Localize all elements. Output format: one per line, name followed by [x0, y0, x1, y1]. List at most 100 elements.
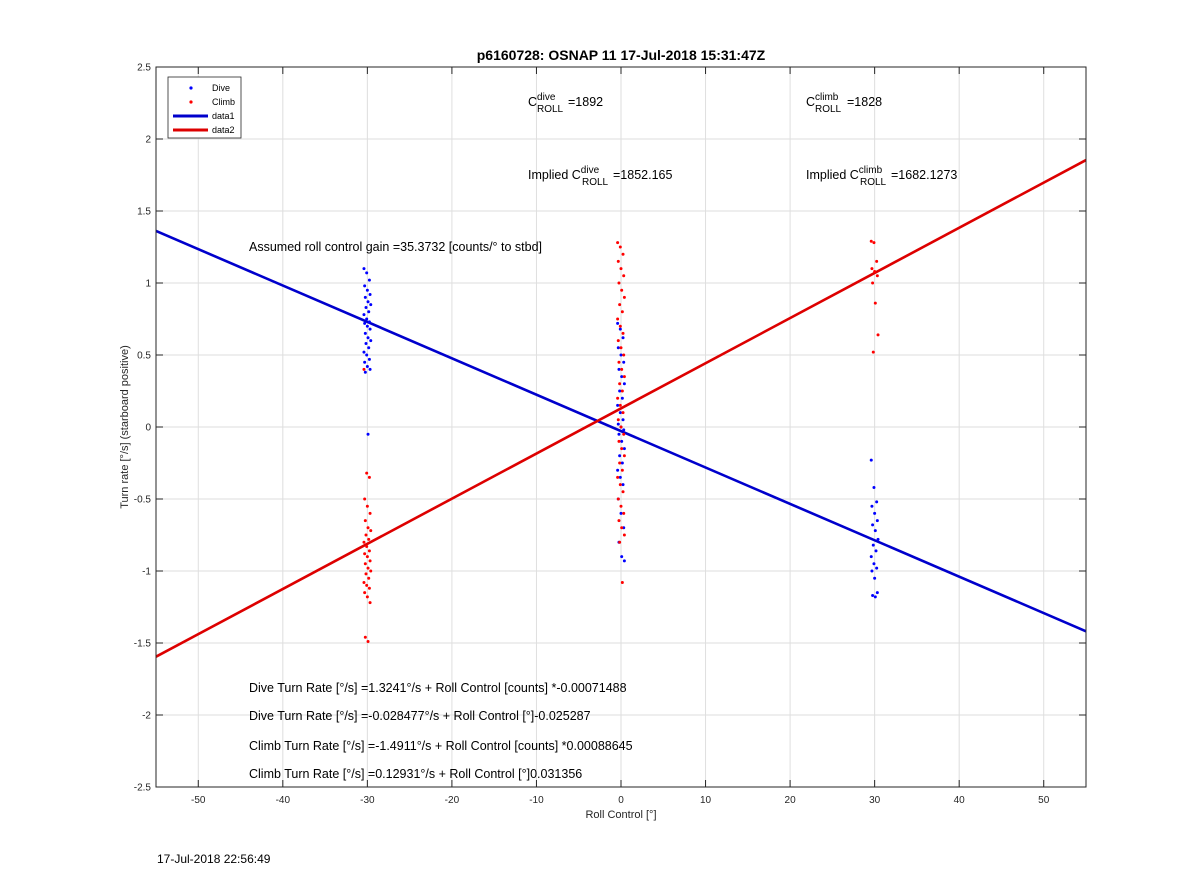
- point-climb: [616, 339, 620, 343]
- y-tick-label: -0.5: [134, 495, 152, 506]
- point-climb: [367, 576, 371, 580]
- data-layer: [155, 158, 1087, 658]
- point-dive: [618, 389, 622, 393]
- point-dive: [622, 360, 626, 364]
- point-climb: [618, 483, 622, 487]
- point-dive: [364, 341, 368, 345]
- point-dive: [870, 504, 874, 508]
- point-dive: [620, 461, 624, 465]
- point-climb: [616, 259, 620, 263]
- legend: Dive Climb data1 data2: [167, 76, 242, 139]
- point-dive: [619, 353, 623, 357]
- point-dive: [365, 353, 369, 357]
- point-climb: [617, 281, 621, 285]
- point-dive: [871, 543, 875, 547]
- point-dive: [366, 432, 370, 436]
- point-climb: [616, 475, 620, 479]
- point-dive: [365, 271, 369, 275]
- annotation-implied-climb: Implied Cclimb ROLL =1682.1273: [806, 165, 957, 188]
- point-climb: [876, 333, 880, 337]
- point-dive: [363, 360, 367, 364]
- x-tick-label: -30: [360, 795, 375, 806]
- x-tick-label: 50: [1038, 795, 1050, 806]
- point-climb: [622, 511, 626, 515]
- point-dive: [873, 595, 877, 599]
- point-dive: [873, 576, 877, 580]
- point-climb: [618, 540, 622, 544]
- point-climb: [619, 267, 623, 271]
- point-climb: [363, 519, 367, 523]
- c-dive-sup: dive: [537, 92, 556, 103]
- point-dive: [616, 346, 620, 350]
- point-dive: [367, 310, 371, 314]
- point-climb: [366, 566, 370, 570]
- point-climb: [616, 396, 620, 400]
- c-climb-base: C: [806, 95, 815, 109]
- point-climb: [365, 595, 369, 599]
- legend-label-data2: data2: [212, 125, 235, 135]
- point-dive: [620, 396, 624, 400]
- point-dive: [873, 529, 877, 533]
- point-dive: [367, 357, 371, 361]
- point-climb: [620, 581, 624, 585]
- y-tick-label: 2: [145, 135, 151, 146]
- point-climb: [621, 331, 625, 335]
- point-climb: [365, 555, 369, 559]
- point-climb: [368, 559, 372, 563]
- c-dive-value: =1892: [568, 95, 603, 109]
- point-climb: [620, 288, 624, 292]
- point-climb: [618, 303, 622, 307]
- point-climb: [620, 526, 624, 530]
- point-climb: [364, 533, 368, 537]
- point-dive: [368, 367, 372, 371]
- point-climb: [873, 269, 877, 273]
- x-tick-label: -20: [445, 795, 460, 806]
- y-tick-label: 1.5: [137, 207, 151, 218]
- point-dive: [619, 511, 623, 515]
- point-climb: [621, 411, 625, 415]
- y-axis-label: Turn rate [°/s] (starboard positive): [119, 345, 131, 509]
- point-dive: [875, 500, 879, 504]
- point-dive: [616, 422, 620, 426]
- y-tick-label: 0.5: [137, 351, 151, 362]
- point-dive: [365, 324, 369, 328]
- point-climb: [621, 252, 625, 256]
- x-tick-label: -10: [529, 795, 544, 806]
- annotations: Cdive ROLL=1892 Cclimb ROLL=1828 Implied C…: [249, 92, 957, 781]
- point-climb: [875, 274, 879, 278]
- y-tick-label: 2.5: [137, 63, 151, 74]
- chart-title: p6160728: OSNAP 11 17-Jul-2018 15:31:47Z: [477, 47, 766, 63]
- point-dive: [363, 295, 367, 299]
- x-tick-label: -40: [276, 795, 291, 806]
- point-climb: [622, 353, 626, 357]
- point-climb: [619, 346, 623, 350]
- point-climb: [363, 552, 367, 556]
- implied-climb-sup: climb: [859, 165, 883, 176]
- point-climb: [367, 549, 371, 553]
- point-dive: [872, 485, 876, 489]
- equation-dive-degrees: Dive Turn Rate [°/s] =-0.028477°/s + Rol…: [249, 709, 591, 723]
- y-tick-label: 0: [145, 423, 151, 434]
- point-climb: [617, 360, 621, 364]
- x-tick-label: 0: [618, 795, 624, 806]
- point-climb: [622, 274, 626, 278]
- print-timestamp: 17-Jul-2018 22:56:49: [157, 852, 271, 866]
- point-dive: [616, 468, 620, 472]
- point-climb: [873, 301, 877, 305]
- point-climb: [622, 375, 626, 379]
- point-climb: [616, 418, 620, 422]
- point-dive: [621, 336, 625, 340]
- point-dive: [618, 327, 622, 331]
- point-dive: [366, 300, 370, 304]
- point-climb: [622, 533, 626, 537]
- point-climb: [365, 545, 369, 549]
- point-dive: [363, 321, 367, 325]
- point-dive: [622, 382, 626, 386]
- annotation-c-dive: Cdive ROLL =1892: [528, 92, 603, 115]
- point-climb: [620, 367, 624, 371]
- point-dive: [366, 336, 370, 340]
- x-axis-label: Roll Control [°]: [585, 809, 656, 821]
- point-climb: [622, 295, 626, 299]
- point-climb: [617, 439, 621, 443]
- point-climb: [871, 350, 875, 354]
